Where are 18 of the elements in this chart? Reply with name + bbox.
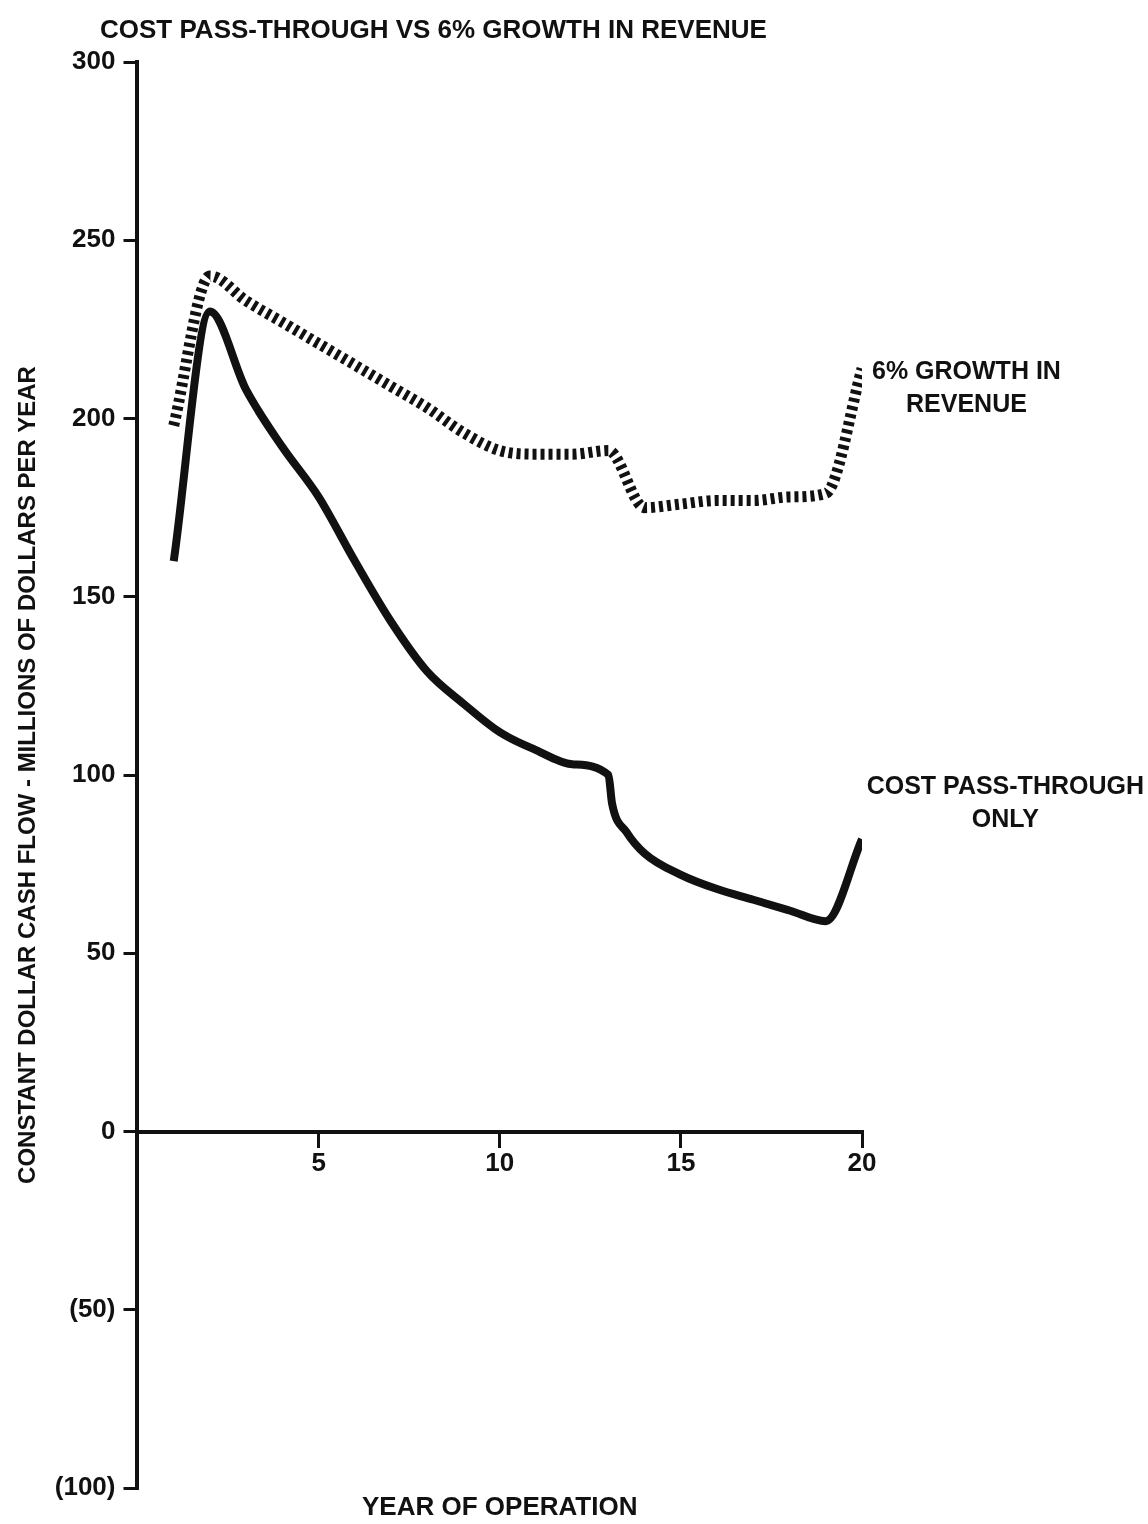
y-tick-label: 200: [72, 401, 116, 432]
y-tick-label: 100: [72, 758, 116, 789]
x-axis-title: YEAR OF OPERATION: [362, 1491, 638, 1521]
y-tick-label: (100): [54, 1471, 116, 1502]
y-axis-title: CONSTANT DOLLAR CASH FLOW - MILLIONS OF DOLLARS PER YEAR: [13, 366, 41, 1184]
y-tick-label: 50: [86, 936, 116, 967]
series-label: 6% GROWTH IN REVENUE: [871, 355, 1061, 417]
y-tick-label: 150: [72, 579, 116, 610]
y-tick-label: 300: [72, 45, 116, 76]
x-tick-label: 10: [485, 1147, 515, 1178]
y-tick-label: 250: [72, 223, 116, 254]
x-tick-label: 5: [311, 1147, 326, 1178]
x-tick-label: 15: [666, 1147, 696, 1178]
series-label: COST PASS-THROUGH ONLY: [866, 771, 1144, 833]
chart-title: COST PASS-THROUGH VS 6% GROWTH IN REVENUE: [100, 14, 767, 44]
y-tick-label: 0: [101, 1114, 116, 1145]
y-tick-label: (50): [69, 1292, 116, 1323]
x-tick-label: 20: [847, 1147, 877, 1178]
